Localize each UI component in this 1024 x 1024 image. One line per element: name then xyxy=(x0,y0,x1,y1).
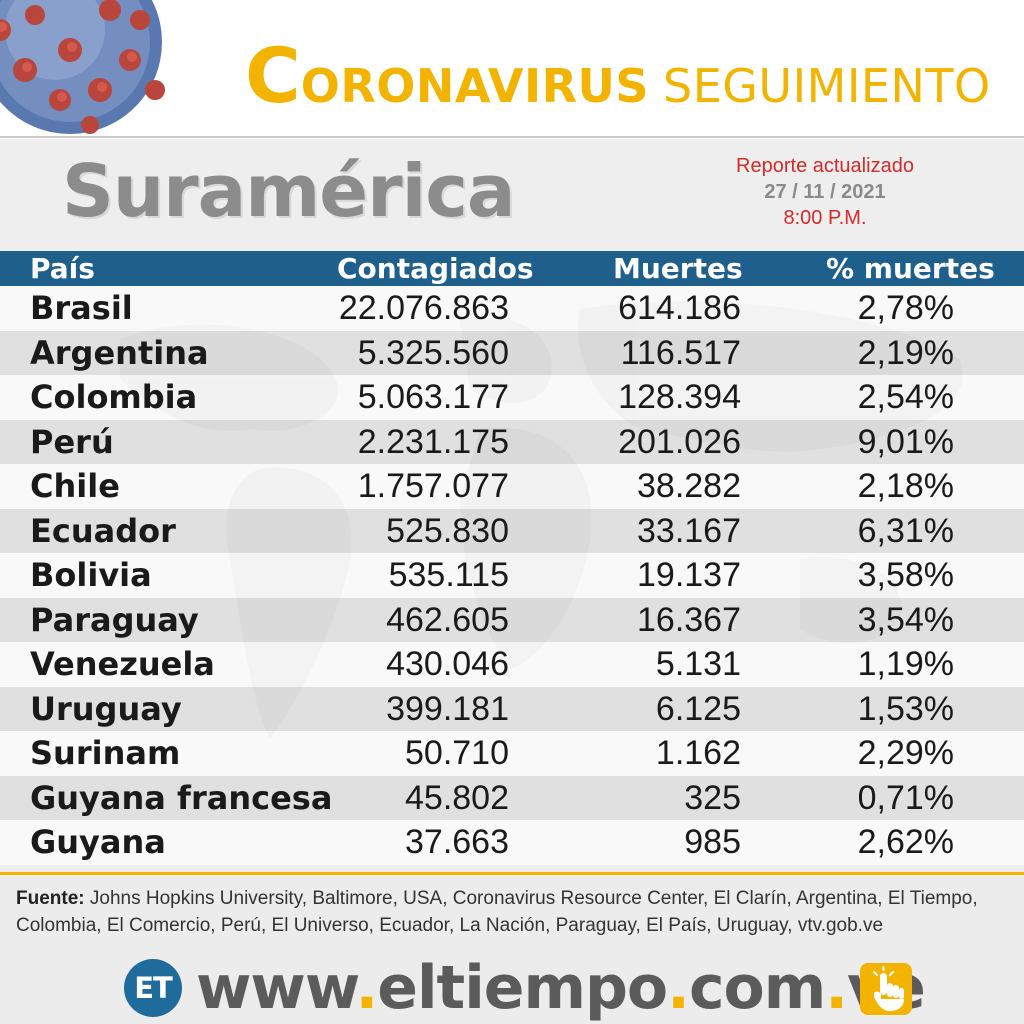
table-body: Brasil 22.076.863 614.186 2,78% Argentin… xyxy=(0,286,1024,865)
country-name: Paraguay xyxy=(30,600,199,639)
title-initial: C xyxy=(245,31,301,120)
source-text: Johns Hopkins University, Baltimore, USA… xyxy=(16,888,978,936)
cases-value: 5.063.177 xyxy=(357,378,509,416)
table-row: Guyana 37.663 985 2,62% xyxy=(0,820,1024,865)
death-rate-value: 2,62% xyxy=(857,823,954,861)
deaths-value: 614.186 xyxy=(618,289,741,327)
report-info: Reporte actualizado 27 / 11 / 2021 8:00 … xyxy=(700,153,950,231)
death-rate-value: 6,31% xyxy=(857,511,954,550)
cases-value: 2.231.175 xyxy=(357,422,509,461)
footer-divider xyxy=(0,872,1024,875)
footer: Fuente: Johns Hopkins University, Baltim… xyxy=(0,875,1024,1024)
source-note: Fuente: Johns Hopkins University, Baltim… xyxy=(16,885,1016,939)
cases-value: 1.757.077 xyxy=(357,467,509,505)
deaths-value: 116.517 xyxy=(620,333,741,372)
death-rate-value: 2,54% xyxy=(857,378,954,416)
death-rate-value: 2,29% xyxy=(857,734,954,772)
country-name: Colombia xyxy=(30,378,198,416)
pointing-hand-icon[interactable] xyxy=(860,963,912,1015)
report-time: 8:00 P.M. xyxy=(783,207,867,229)
title-second-word: SEGUIMIENTO xyxy=(663,59,991,113)
country-name: Uruguay xyxy=(30,689,182,728)
table-row: Perú 2.231.175 201.026 9,01% xyxy=(0,419,1024,464)
main-panel: Suramérica Reporte actualizado 27 / 11 /… xyxy=(0,139,1024,874)
death-rate-value: 1,53% xyxy=(857,689,954,728)
website-banner: ET www.eltiempo.com.ve xyxy=(0,953,1024,1023)
table-header: País Contagiados Muertes % muertes xyxy=(0,251,1024,286)
url-part: com xyxy=(688,953,826,1023)
cases-value: 37.663 xyxy=(405,823,509,861)
column-header-country: País xyxy=(30,252,95,285)
column-header-cases: Contagiados xyxy=(337,252,534,285)
cases-value: 45.802 xyxy=(405,778,509,817)
country-name: Surinam xyxy=(30,734,181,772)
death-rate-value: 2,19% xyxy=(857,333,954,372)
deaths-value: 38.282 xyxy=(637,467,741,505)
country-name: Argentina xyxy=(30,333,209,372)
et-logo: ET xyxy=(124,959,182,1017)
deaths-value: 201.026 xyxy=(618,422,741,461)
cases-value: 430.046 xyxy=(386,645,509,683)
column-header-deaths: Muertes xyxy=(613,252,743,285)
table-row: Chile 1.757.077 38.282 2,18% xyxy=(0,464,1024,509)
table-row: Guyana francesa 45.802 325 0,71% xyxy=(0,775,1024,820)
website-url[interactable]: www.eltiempo.com.ve xyxy=(196,953,926,1023)
country-name: Brasil xyxy=(30,289,133,327)
url-part: www xyxy=(196,953,356,1023)
cases-value: 399.181 xyxy=(386,689,509,728)
country-name: Guyana francesa xyxy=(30,778,333,817)
deaths-value: 985 xyxy=(684,823,741,861)
url-dot: . xyxy=(667,953,690,1023)
deaths-value: 325 xyxy=(684,778,741,817)
url-dot: . xyxy=(355,953,378,1023)
death-rate-value: 2,18% xyxy=(857,467,954,505)
cases-value: 535.115 xyxy=(388,556,509,594)
url-dot: . xyxy=(825,953,848,1023)
header: CORONAVIRUS SEGUIMIENTO xyxy=(0,0,1024,138)
cases-value: 50.710 xyxy=(405,734,509,772)
death-rate-value: 0,71% xyxy=(857,778,954,817)
column-header-death-rate: % muertes xyxy=(826,252,995,285)
table-row: Venezuela 430.046 5.131 1,19% xyxy=(0,642,1024,687)
deaths-value: 33.167 xyxy=(637,511,741,550)
death-rate-value: 3,54% xyxy=(857,600,954,639)
page-title: CORONAVIRUS SEGUIMIENTO xyxy=(0,20,1024,115)
title-first-word: ORONAVIRUS xyxy=(300,59,650,113)
table-row: Uruguay 399.181 6.125 1,53% xyxy=(0,686,1024,731)
source-label: Fuente: xyxy=(16,888,85,909)
deaths-value: 6.125 xyxy=(655,689,741,728)
table-row: Paraguay 462.605 16.367 3,54% xyxy=(0,597,1024,642)
url-part: eltiempo xyxy=(377,953,668,1023)
report-label: Reporte actualizado xyxy=(736,155,914,177)
country-name: Guyana xyxy=(30,823,166,861)
table-row: Colombia 5.063.177 128.394 2,54% xyxy=(0,375,1024,420)
country-name: Perú xyxy=(30,422,114,461)
header-divider xyxy=(0,136,1024,138)
deaths-value: 128.394 xyxy=(618,378,741,416)
table-row: Ecuador 525.830 33.167 6,31% xyxy=(0,508,1024,553)
report-date: 27 / 11 / 2021 xyxy=(764,181,886,203)
region-title: Suramérica xyxy=(62,149,516,233)
virus-illustration xyxy=(0,0,165,134)
country-name: Venezuela xyxy=(30,645,215,683)
table-row: Bolivia 535.115 19.137 3,58% xyxy=(0,553,1024,598)
country-name: Chile xyxy=(30,467,120,505)
death-rate-value: 9,01% xyxy=(857,422,954,461)
death-rate-value: 1,19% xyxy=(857,645,954,683)
country-name: Ecuador xyxy=(30,511,176,550)
table-row: Surinam 50.710 1.162 2,29% xyxy=(0,731,1024,776)
deaths-value: 5.131 xyxy=(655,645,741,683)
cases-value: 462.605 xyxy=(386,600,509,639)
deaths-value: 16.367 xyxy=(637,600,741,639)
deaths-value: 19.137 xyxy=(637,556,741,594)
table-row: Argentina 5.325.560 116.517 2,19% xyxy=(0,330,1024,375)
cases-value: 525.830 xyxy=(386,511,509,550)
table-row: Brasil 22.076.863 614.186 2,78% xyxy=(0,286,1024,331)
deaths-value: 1.162 xyxy=(655,734,741,772)
death-rate-value: 2,78% xyxy=(857,289,954,327)
cases-value: 5.325.560 xyxy=(357,333,509,372)
country-name: Bolivia xyxy=(30,556,152,594)
cases-value: 22.076.863 xyxy=(338,289,509,327)
death-rate-value: 3,58% xyxy=(857,556,954,594)
